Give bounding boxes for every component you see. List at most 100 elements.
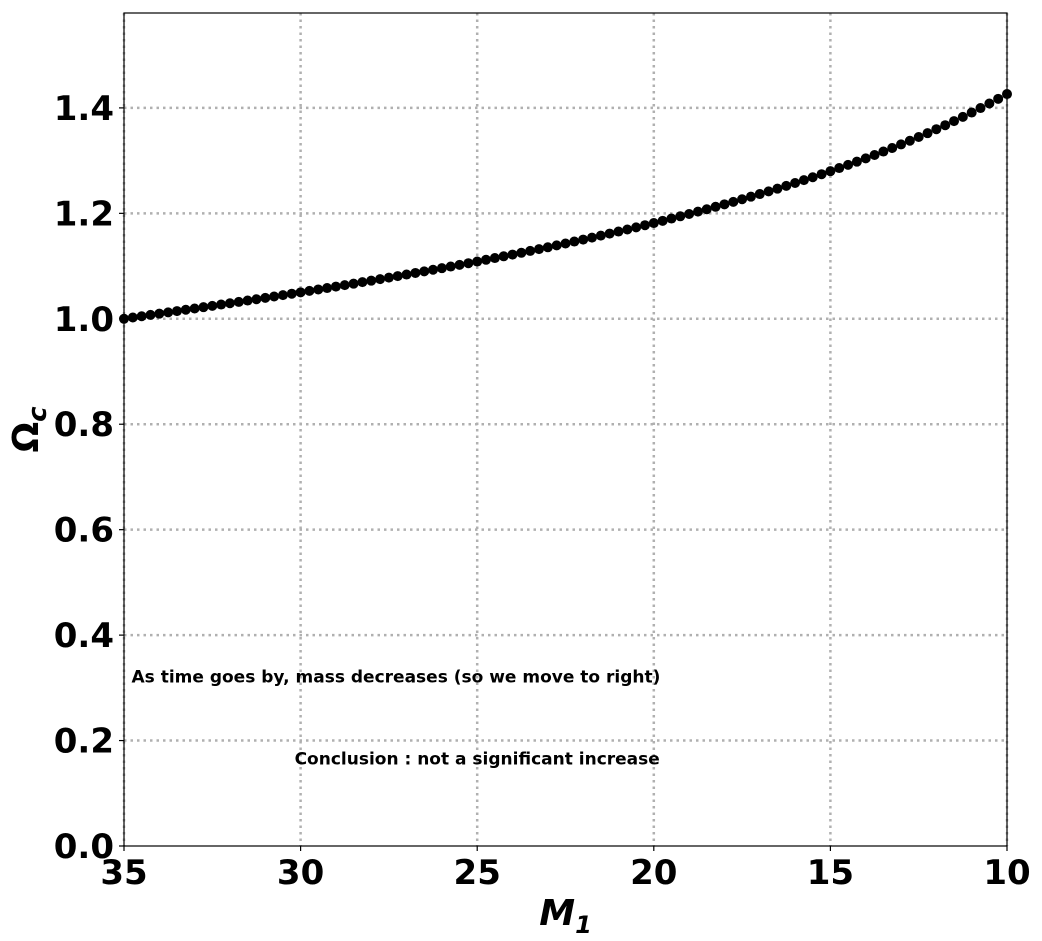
data-point bbox=[330, 281, 341, 292]
data-point bbox=[622, 224, 633, 235]
data-point bbox=[719, 199, 730, 210]
y-tick-label: 1.2 bbox=[54, 194, 114, 234]
data-point bbox=[931, 124, 942, 135]
x-tick-label: 30 bbox=[277, 853, 324, 893]
data-point bbox=[516, 247, 527, 258]
data-point bbox=[224, 298, 235, 309]
plot-frame bbox=[123, 12, 1008, 847]
data-point bbox=[966, 107, 977, 118]
y-axis-label-main: Ω bbox=[6, 422, 47, 453]
annotations-layer: As time goes by, mass decreases (so we m… bbox=[132, 668, 661, 770]
data-points-layer bbox=[119, 89, 1012, 324]
data-point bbox=[489, 253, 500, 264]
data-point bbox=[887, 143, 898, 154]
data-point bbox=[366, 275, 377, 286]
data-point bbox=[993, 93, 1004, 104]
data-point bbox=[542, 242, 553, 253]
data-point bbox=[472, 256, 483, 267]
data-point bbox=[940, 120, 951, 131]
data-point bbox=[436, 263, 447, 274]
data-point bbox=[781, 180, 792, 191]
data-point bbox=[551, 240, 562, 251]
data-point bbox=[189, 303, 200, 314]
data-point bbox=[569, 236, 580, 247]
data-point bbox=[878, 146, 889, 157]
y-tick-label: 1.4 bbox=[54, 89, 114, 129]
y-tick-label: 0.8 bbox=[54, 405, 114, 445]
data-point bbox=[357, 277, 368, 288]
data-point bbox=[772, 183, 783, 194]
y-axis-label-subscript: c bbox=[23, 406, 53, 422]
x-axis-label: M1 bbox=[539, 893, 592, 939]
data-point bbox=[816, 169, 827, 180]
data-point bbox=[860, 153, 871, 164]
data-point bbox=[198, 302, 209, 313]
data-point bbox=[410, 267, 421, 278]
y-tick-label: 0.6 bbox=[54, 511, 114, 551]
x-tick-label: 35 bbox=[100, 853, 147, 893]
data-point bbox=[313, 284, 324, 295]
data-point bbox=[595, 230, 606, 241]
data-point bbox=[807, 172, 818, 183]
data-point bbox=[348, 278, 359, 289]
x-tick-label: 10 bbox=[983, 853, 1030, 893]
data-point bbox=[498, 251, 509, 262]
annotation-text: As time goes by, mass decreases (so we m… bbox=[132, 668, 661, 688]
data-point bbox=[171, 306, 182, 317]
data-point bbox=[790, 178, 801, 189]
data-point bbox=[851, 156, 862, 167]
data-point bbox=[613, 226, 624, 237]
data-point bbox=[445, 261, 456, 272]
data-point bbox=[534, 244, 545, 255]
data-point bbox=[957, 111, 968, 122]
data-point bbox=[675, 211, 686, 222]
data-point bbox=[763, 186, 774, 197]
x-tick-label: 15 bbox=[807, 853, 854, 893]
x-tick-label: 20 bbox=[630, 853, 677, 893]
data-point bbox=[949, 116, 960, 127]
data-point bbox=[233, 296, 244, 307]
data-point bbox=[454, 259, 465, 270]
data-point bbox=[701, 204, 712, 215]
y-tick-label: 0.4 bbox=[54, 616, 114, 656]
data-point bbox=[825, 166, 836, 177]
data-point bbox=[648, 218, 659, 229]
data-point bbox=[463, 258, 474, 269]
data-point bbox=[481, 254, 492, 265]
y-tick-label: 1.0 bbox=[54, 300, 114, 340]
data-point bbox=[525, 245, 536, 256]
annotation-text: Conclusion : not a significant increase bbox=[295, 749, 660, 769]
data-point bbox=[737, 194, 748, 205]
data-point bbox=[922, 128, 933, 139]
data-point bbox=[666, 213, 677, 224]
data-point bbox=[754, 189, 765, 200]
data-point bbox=[639, 220, 650, 231]
data-point bbox=[710, 201, 721, 212]
data-point bbox=[896, 139, 907, 150]
data-point bbox=[154, 308, 165, 319]
data-point bbox=[322, 283, 333, 294]
data-point bbox=[869, 149, 880, 160]
data-point bbox=[375, 274, 386, 285]
data-point bbox=[657, 215, 668, 226]
data-point bbox=[507, 249, 518, 260]
data-point bbox=[251, 294, 262, 305]
data-point bbox=[216, 299, 227, 310]
grid-layer bbox=[122, 13, 1009, 846]
data-point bbox=[180, 304, 191, 315]
data-point bbox=[913, 132, 924, 143]
data-point bbox=[692, 206, 703, 217]
data-point bbox=[586, 232, 597, 243]
y-tick-label: 0.0 bbox=[54, 827, 114, 867]
data-point bbox=[127, 312, 138, 323]
data-point bbox=[560, 238, 571, 249]
y-axis-label: Ωc bbox=[6, 406, 53, 453]
data-point bbox=[304, 285, 315, 296]
data-point bbox=[904, 135, 915, 146]
x-axis-label-subscript: 1 bbox=[575, 911, 592, 939]
data-point bbox=[295, 287, 306, 298]
data-point bbox=[578, 234, 589, 245]
data-point bbox=[383, 272, 394, 283]
data-point bbox=[843, 159, 854, 170]
